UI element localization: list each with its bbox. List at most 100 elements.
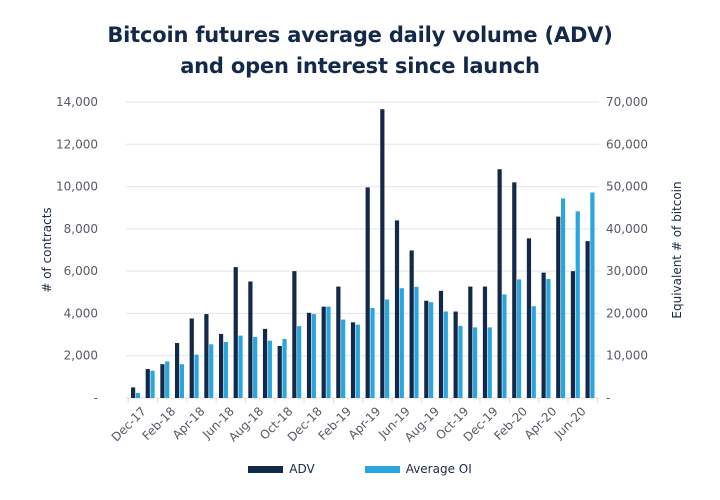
bar-adv-jan-19: [321, 306, 326, 398]
y-tick-label-right: 50,000: [606, 180, 648, 194]
bar-adv-sep-19: [438, 290, 444, 398]
bar-average-oi-feb-18: [165, 361, 170, 398]
bar-average-oi-sep-18: [267, 340, 272, 398]
y-tick-label-left: 12,000: [56, 137, 98, 151]
legend-swatch-average-oi: [364, 465, 400, 473]
bar-average-oi-apr-20: [546, 278, 551, 398]
x-tick-label: Feb-20: [491, 404, 530, 443]
x-tick-label: Feb-18: [139, 404, 178, 443]
x-tick-label: Feb-19: [315, 404, 354, 443]
chart-title: Bitcoin futures average daily volume (AD…: [0, 20, 720, 82]
bar-adv-mar-18: [174, 343, 180, 398]
y-tick-label-left: 8,000: [64, 222, 98, 236]
bar-average-oi-jan-18: [150, 370, 155, 398]
bar-average-oi-nov-18: [297, 326, 302, 398]
legend-label-adv: ADV: [289, 462, 315, 476]
bar-adv-may-18: [204, 314, 209, 398]
bar-average-oi-oct-19: [458, 325, 463, 398]
y-tick-label-left: 2,000: [64, 349, 98, 363]
bar-adv-may-19: [380, 109, 385, 398]
bar-average-oi-nov-19: [473, 327, 478, 398]
bars: [131, 109, 595, 398]
bar-average-oi-jan-20: [502, 294, 507, 398]
bar-average-oi-sep-19: [443, 311, 448, 398]
y-tick-label-right: 20,000: [606, 306, 648, 320]
bar-adv-nov-18: [292, 271, 297, 398]
bar-average-oi-jan-19: [326, 306, 331, 398]
y-tick-label-right: 40,000: [606, 222, 648, 236]
x-axis-ticks: Dec-17Feb-18Apr-18Jun-18Aug-18Oct-18Dec-…: [109, 398, 598, 445]
x-tick-label: Apr-18: [170, 404, 208, 442]
x-tick-label: Dec-17: [109, 404, 149, 444]
bar-adv-dec-17: [131, 387, 136, 398]
x-tick-label: Apr-20: [522, 404, 560, 442]
y-axis-left-ticks: - 2,000 4,000 6,000 8,000 10,000 12,000 14,000: [56, 95, 98, 405]
bar-adv-mar-20: [526, 238, 532, 398]
chart-title-line-2: and open interest since launch: [180, 54, 540, 78]
bar-average-oi-may-18: [209, 344, 214, 398]
bar-average-oi-mar-18: [179, 364, 184, 398]
bar-adv-aug-19: [424, 300, 429, 398]
bar-average-oi-mar-20: [531, 306, 536, 398]
bar-average-oi-may-19: [385, 299, 390, 398]
y-tick-label-left: 4,000: [64, 306, 98, 320]
legend-label-average-oi: Average OI: [405, 462, 472, 476]
bar-average-oi-apr-19: [370, 307, 375, 398]
bar-adv-jun-20: [570, 271, 576, 398]
bar-adv-oct-19: [453, 311, 458, 398]
bar-average-oi-oct-18: [282, 339, 287, 398]
bar-adv-jun-19: [394, 220, 400, 398]
y-tick-label-left: 14,000: [56, 95, 98, 109]
bar-adv-oct-18: [277, 345, 282, 398]
chart-title-line-1: Bitcoin futures average daily volume (AD…: [107, 23, 613, 47]
y-tick-label-left: 10,000: [56, 180, 98, 194]
bar-average-oi-feb-20: [516, 279, 522, 398]
bar-average-oi-jul-18: [238, 335, 243, 398]
bar-adv-may-20: [556, 216, 561, 398]
bar-adv-apr-19: [365, 187, 370, 398]
bar-adv-jan-20: [497, 169, 502, 398]
legend-swatch-adv: [248, 465, 284, 473]
bar-average-oi-jun-19: [399, 288, 404, 398]
bar-average-oi-jun-18: [223, 341, 228, 398]
bar-adv-jul-19: [409, 250, 414, 398]
y-tick-label-right: -: [606, 391, 610, 405]
bar-average-oi-dec-17: [135, 392, 140, 398]
bar-adv-dec-18: [306, 312, 312, 398]
y-tick-label-right: 30,000: [606, 264, 648, 278]
bar-adv-jun-18: [218, 333, 224, 398]
y-tick-label-right: 60,000: [606, 137, 648, 151]
bar-adv-aug-18: [248, 281, 253, 398]
bar-adv-feb-19: [336, 286, 341, 398]
y-axis-right-title: Equivalent # of bitcoin: [670, 181, 684, 318]
y-tick-label-right: 10,000: [606, 349, 648, 363]
bar-average-oi-jul-20: [590, 192, 595, 398]
bar-adv-mar-19: [350, 322, 356, 398]
bar-adv-sep-18: [262, 328, 268, 398]
y-axis-left-title: # of contracts: [40, 207, 54, 292]
bar-average-oi-mar-19: [355, 324, 360, 398]
bar-average-oi-dec-19: [487, 327, 492, 398]
bar-average-oi-jun-20: [575, 211, 580, 398]
bar-average-oi-aug-18: [253, 336, 258, 398]
legend-item-average-oi: Average OI: [364, 462, 472, 476]
y-axis-right-ticks: - 10,000 20,000 30,000 40,000 50,000 60,000 70,…: [606, 95, 648, 405]
y-tick-label-left: -: [94, 391, 98, 405]
bar-adv-jan-18: [145, 369, 150, 398]
y-tick-label-left: 6,000: [64, 264, 98, 278]
bar-adv-jul-20: [585, 241, 590, 398]
x-tick-label: Apr-19: [346, 404, 384, 442]
bar-adv-feb-18: [160, 364, 165, 398]
bar-average-oi-dec-18: [311, 314, 316, 398]
bar-average-oi-jul-19: [414, 286, 419, 398]
bar-average-oi-aug-19: [429, 302, 434, 398]
bar-adv-nov-19: [468, 286, 473, 398]
bar-adv-apr-20: [541, 272, 546, 398]
bar-average-oi-may-20: [560, 198, 566, 398]
y-tick-label-right: 70,000: [606, 95, 648, 109]
bar-adv-jul-18: [233, 267, 238, 398]
legend: ADV Average OI: [0, 462, 720, 476]
bar-average-oi-feb-19: [341, 319, 346, 398]
bar-adv-dec-19: [482, 286, 488, 398]
